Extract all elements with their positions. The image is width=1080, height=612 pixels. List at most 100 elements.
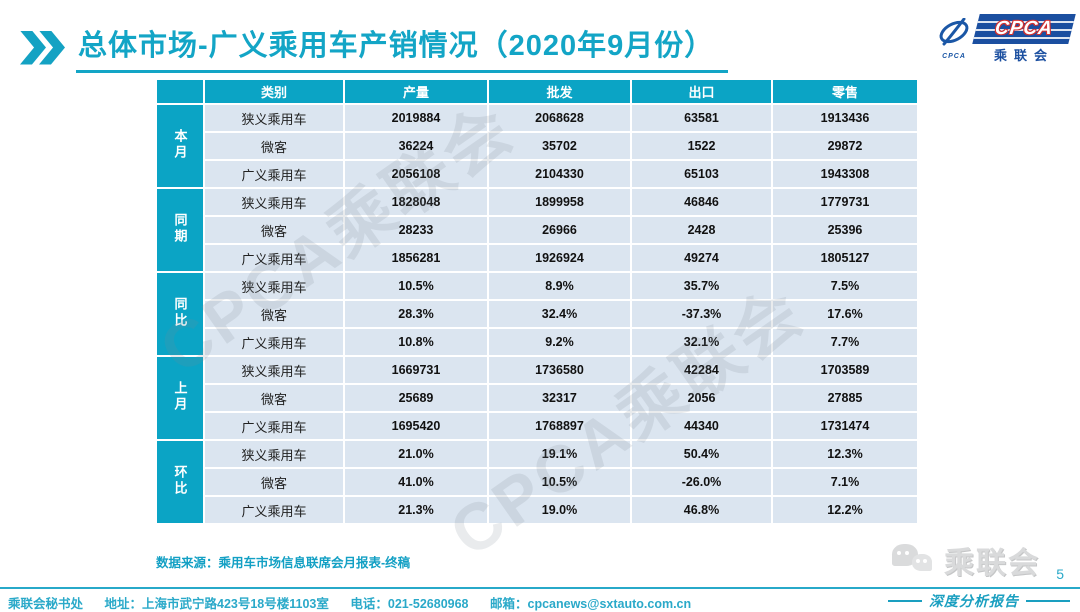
value-cell: 10.8% [345, 329, 487, 355]
value-cell: 28.3% [345, 301, 487, 327]
cpca-swirl-caption: CPCA [942, 53, 966, 60]
value-cell: 44340 [632, 413, 771, 439]
value-cell: 17.6% [773, 301, 917, 327]
table-row: 广义乘用车 10.8% 9.2% 32.1% 7.7% [157, 329, 917, 355]
value-cell: -37.3% [632, 301, 771, 327]
value-cell: 1899958 [489, 189, 630, 215]
value-cell: 50.4% [632, 441, 771, 467]
value-cell: 19.0% [489, 497, 630, 523]
category-cell: 狭义乘用车 [205, 273, 343, 299]
value-cell: 7.5% [773, 273, 917, 299]
footer-email: 邮箱：cpcanews@sxtauto.com.cn [490, 597, 692, 611]
value-cell: 2104330 [489, 161, 630, 187]
page-title: 总体市场-广义乘用车产销情况（2020年9月份） [76, 22, 729, 73]
footer-org: 乘联会秘书处 [8, 597, 84, 611]
value-cell: 27885 [773, 385, 917, 411]
value-cell: 21.0% [345, 441, 487, 467]
category-cell: 广义乘用车 [205, 245, 343, 271]
table-row: 微客 25689 32317 2056 27885 [157, 385, 917, 411]
table-row: 微客 28.3% 32.4% -37.3% 17.6% [157, 301, 917, 327]
category-cell: 狭义乘用车 [205, 357, 343, 383]
category-cell: 狭义乘用车 [205, 441, 343, 467]
value-cell: 1731474 [773, 413, 917, 439]
value-cell: 12.3% [773, 441, 917, 467]
table-row: 广义乘用车 1856281 1926924 49274 1805127 [157, 245, 917, 271]
cpca-logo: CPCA CPCA 乘联会 [937, 14, 1076, 64]
table-row: 广义乘用车 2056108 2104330 65103 1943308 [157, 161, 917, 187]
value-cell: 28233 [345, 217, 487, 243]
value-cell: 1913436 [773, 105, 917, 131]
value-cell: 65103 [632, 161, 771, 187]
value-cell: 46.8% [632, 497, 771, 523]
category-cell: 微客 [205, 385, 343, 411]
category-cell: 广义乘用车 [205, 329, 343, 355]
value-cell: 7.7% [773, 329, 917, 355]
table-header-row: 类别 产量 批发 出口 零售 [157, 80, 917, 103]
value-cell: 35.7% [632, 273, 771, 299]
value-cell: 1779731 [773, 189, 917, 215]
value-cell: -26.0% [632, 469, 771, 495]
value-cell: 41.0% [345, 469, 487, 495]
value-cell: 36224 [345, 133, 487, 159]
table-row: 广义乘用车 1695420 1768897 44340 1731474 [157, 413, 917, 439]
row-group-label: 同比 [157, 273, 203, 355]
value-cell: 8.9% [489, 273, 630, 299]
value-cell: 35702 [489, 133, 630, 159]
value-cell: 1856281 [345, 245, 487, 271]
value-cell: 19.1% [489, 441, 630, 467]
value-cell: 21.3% [345, 497, 487, 523]
chat-bubbles-icon [892, 542, 938, 578]
cpca-wordmark: CPCA 乘联会 [972, 14, 1076, 64]
value-cell: 1805127 [773, 245, 917, 271]
wechat-logo: 乘联会 [892, 538, 1040, 582]
category-cell: 狭义乘用车 [205, 189, 343, 215]
value-cell: 1669731 [345, 357, 487, 383]
value-cell: 10.5% [345, 273, 487, 299]
cpca-parallelogram: CPCA [972, 14, 1076, 44]
column-header: 产量 [345, 80, 487, 103]
footer-divider [0, 587, 1080, 589]
value-cell: 63581 [632, 105, 771, 131]
value-cell: 1736580 [489, 357, 630, 383]
cpca-swirl-icon: CPCA [937, 17, 971, 60]
value-cell: 1522 [632, 133, 771, 159]
table-row: 上月 狭义乘用车 1669731 1736580 42284 1703589 [157, 357, 917, 439]
cpca-chinese-name: 乘联会 [993, 48, 1054, 63]
column-header: 零售 [773, 80, 917, 103]
value-cell: 2428 [632, 217, 771, 243]
value-cell: 2019884 [345, 105, 487, 131]
category-cell: 微客 [205, 469, 343, 495]
double-chevron-icon [20, 30, 65, 65]
table-row: 同期 狭义乘用车 1828048 1899958 46846 1779731 [157, 189, 917, 271]
category-cell: 广义乘用车 [205, 161, 343, 187]
value-cell: 1703589 [773, 357, 917, 383]
table-row: 微客 41.0% 10.5% -26.0% 7.1% [157, 469, 917, 495]
value-cell: 25689 [345, 385, 487, 411]
corner-cell [157, 80, 203, 103]
table-row: 本月 狭义乘用车 2019884 2068628 63581 1913436 [157, 105, 917, 187]
value-cell: 1828048 [345, 189, 487, 215]
value-cell: 32.4% [489, 301, 630, 327]
row-group-label: 环比 [157, 441, 203, 523]
report-series-text: 深度分析报告 [929, 594, 1019, 610]
value-cell: 10.5% [489, 469, 630, 495]
value-cell: 29872 [773, 133, 917, 159]
value-cell: 1926924 [489, 245, 630, 271]
column-header: 批发 [489, 80, 630, 103]
footer-phone: 电话：021-52680968 [350, 597, 469, 611]
value-cell: 32317 [489, 385, 630, 411]
column-header: 类别 [205, 80, 343, 103]
footer-contact: 乘联会秘书处 地址：上海市武宁路423号18号楼1103室 电话：021-526… [8, 593, 709, 612]
category-cell: 广义乘用车 [205, 413, 343, 439]
value-cell: 2056 [632, 385, 771, 411]
value-cell: 42284 [632, 357, 771, 383]
table-row: 同比 狭义乘用车 10.5% 8.9% 35.7% 7.5% [157, 273, 917, 355]
category-cell: 微客 [205, 133, 343, 159]
table-row: 广义乘用车 21.3% 19.0% 46.8% 12.2% [157, 497, 917, 523]
value-cell: 12.2% [773, 497, 917, 523]
value-cell: 46846 [632, 189, 771, 215]
value-cell: 32.1% [632, 329, 771, 355]
footer-address: 地址：上海市武宁路423号18号楼1103室 [104, 597, 329, 611]
chevron-right-icon [20, 30, 46, 65]
value-cell: 49274 [632, 245, 771, 271]
